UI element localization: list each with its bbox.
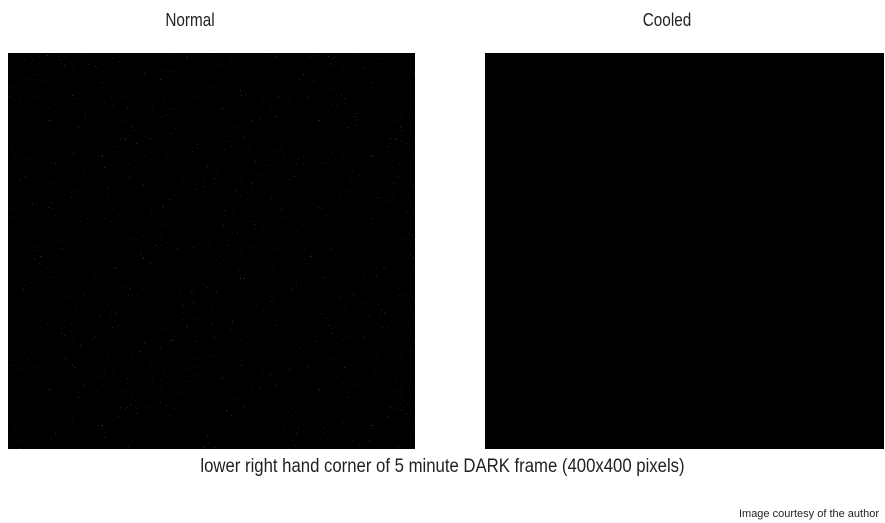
panel-label: Normal bbox=[165, 10, 215, 30]
caption: lower right hand corner of 5 minute DARK… bbox=[200, 456, 685, 477]
noise-image-normal bbox=[8, 53, 415, 449]
panel-label: Cooled bbox=[642, 10, 692, 30]
noise-image-cooled bbox=[485, 53, 884, 449]
credit: Image courtesy of the author bbox=[738, 508, 879, 520]
